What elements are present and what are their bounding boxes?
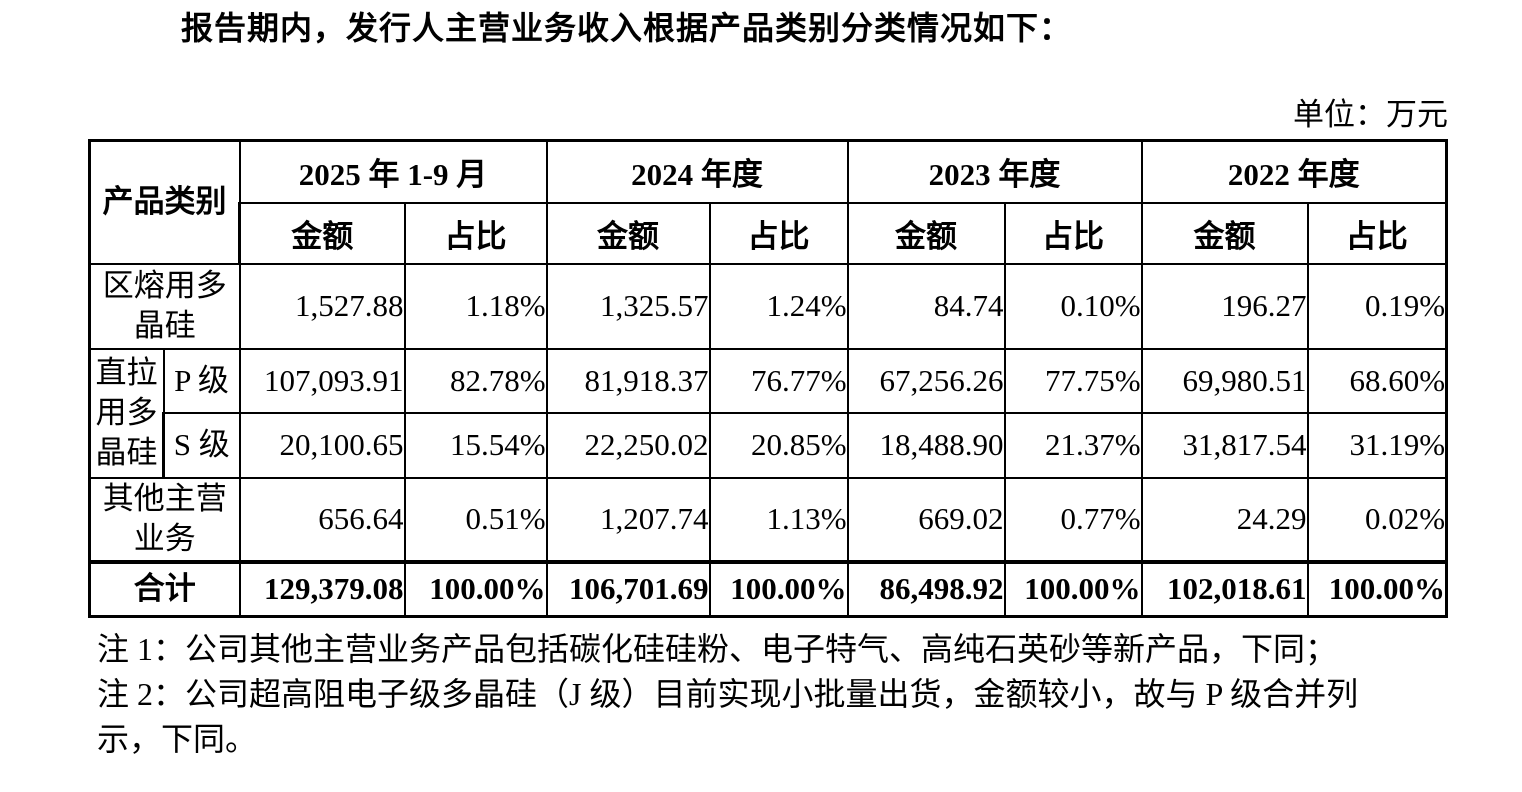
header-ratio-2022: 占比 bbox=[1306, 201, 1449, 265]
ratio-cell: 100.00% bbox=[1003, 559, 1143, 618]
header-period-2022: 2022 年度 bbox=[1140, 139, 1449, 204]
header-ratio-2023: 占比 bbox=[1003, 201, 1143, 265]
table-row-cz-polysilicon-p-grade: 直拉用多晶硅 P 级 107,093.91 82.78% 81,918.37 7… bbox=[88, 347, 1449, 479]
unit-label: 单位：万元 bbox=[1293, 97, 1448, 132]
ratio-cell: 0.02% bbox=[1306, 476, 1449, 563]
ratio-cell: 20.85% bbox=[708, 411, 849, 479]
amount-cell: 106,701.69 bbox=[545, 559, 711, 618]
ratio-cell: 68.60% bbox=[1306, 347, 1449, 414]
ratio-cell: 0.10% bbox=[1003, 262, 1143, 350]
ratio-cell: 77.75% bbox=[1003, 347, 1143, 414]
amount-cell: 67,256.26 bbox=[846, 347, 1006, 414]
amount-cell: 31,817.54 bbox=[1140, 411, 1309, 479]
ratio-cell: 0.19% bbox=[1306, 262, 1449, 350]
amount-cell: 69,980.51 bbox=[1140, 347, 1309, 414]
footnote-2: 注 2：公司超高阻电子级多晶硅（J 级）目前实现小批量出货，金额较小，故与 P … bbox=[97, 676, 1359, 712]
header-period-2024: 2024 年度 bbox=[545, 139, 849, 204]
amount-cell: 18,488.90 bbox=[846, 411, 1006, 479]
amount-cell: 22,250.02 bbox=[545, 411, 711, 479]
amount-cell: 656.64 bbox=[238, 476, 406, 563]
ratio-cell: 1.24% bbox=[708, 262, 849, 350]
ratio-cell: 82.78% bbox=[403, 347, 548, 414]
amount-cell: 20,100.65 bbox=[238, 411, 406, 479]
header-amount-2025: 金额 bbox=[238, 201, 406, 265]
total-label: 合计 bbox=[88, 559, 241, 618]
row-category-label: 区熔用多晶硅 bbox=[88, 262, 241, 350]
ratio-cell: 1.13% bbox=[708, 476, 849, 563]
amount-cell: 84.74 bbox=[846, 262, 1006, 350]
table-row-float-zone-polysilicon: 区熔用多晶硅 1,527.88 1.18% 1,325.57 1.24% 84.… bbox=[88, 262, 1449, 350]
row-category-label: S 级 bbox=[162, 411, 241, 479]
amount-cell: 669.02 bbox=[846, 476, 1006, 563]
header-ratio-2025: 占比 bbox=[403, 201, 548, 265]
amount-cell: 107,093.91 bbox=[238, 347, 406, 414]
table-row-other-main-business: 其他主营业务 656.64 0.51% 1,207.74 1.13% 669.0… bbox=[88, 476, 1449, 563]
footnote-1: 注 1：公司其他主营业务产品包括碳化硅硅粉、电子特气、高纯石英砂等新产品，下同； bbox=[97, 631, 1338, 667]
amount-cell: 86,498.92 bbox=[846, 559, 1006, 618]
header-ratio-2024: 占比 bbox=[708, 201, 849, 265]
ratio-cell: 100.00% bbox=[708, 559, 849, 618]
header-period-2023: 2023 年度 bbox=[846, 139, 1143, 204]
header-amount-2023: 金额 bbox=[846, 201, 1006, 265]
header-row-periods: 产品类别 2025 年 1-9 月 2024 年度 2023 年度 2022 年… bbox=[88, 139, 1449, 265]
amount-cell: 1,527.88 bbox=[238, 262, 406, 350]
ratio-cell: 0.51% bbox=[403, 476, 548, 563]
header-period-2025: 2025 年 1-9 月 bbox=[238, 139, 548, 204]
row-category-label: P 级 bbox=[162, 347, 241, 414]
header-amount-2024: 金额 bbox=[545, 201, 711, 265]
amount-cell: 102,018.61 bbox=[1140, 559, 1309, 618]
header-row-measures: 金额 占比 金额 占比 金额 占比 金额 占比 bbox=[90, 201, 1449, 265]
footnote-2-continued: 示，下同。 bbox=[97, 721, 258, 757]
amount-cell: 196.27 bbox=[1140, 262, 1309, 350]
page-title: 报告期内，发行人主营业务收入根据产品类别分类情况如下： bbox=[181, 10, 1073, 46]
table-row-total: 合计 129,379.08 100.00% 106,701.69 100.00%… bbox=[88, 559, 1449, 618]
amount-cell: 24.29 bbox=[1140, 476, 1309, 563]
amount-cell: 1,207.74 bbox=[545, 476, 711, 563]
ratio-cell: 1.18% bbox=[403, 262, 548, 350]
ratio-cell: 31.19% bbox=[1306, 411, 1449, 479]
row-group-label: 直拉用多晶硅 bbox=[88, 347, 165, 479]
header-product-category: 产品类别 bbox=[88, 139, 241, 265]
ratio-cell: 0.77% bbox=[1003, 476, 1143, 563]
ratio-cell: 76.77% bbox=[708, 347, 849, 414]
amount-cell: 81,918.37 bbox=[545, 347, 711, 414]
row-category-label: 其他主营业务 bbox=[88, 476, 241, 563]
ratio-cell: 21.37% bbox=[1003, 411, 1143, 479]
header-amount-2022: 金额 bbox=[1140, 201, 1309, 265]
ratio-cell: 15.54% bbox=[403, 411, 548, 479]
amount-cell: 129,379.08 bbox=[238, 559, 406, 618]
revenue-by-product-table: 产品类别 2025 年 1-9 月 2024 年度 2023 年度 2022 年… bbox=[88, 139, 1449, 618]
footnotes: 注 1：公司其他主营业务产品包括碳化硅硅粉、电子特气、高纯石英砂等新产品，下同；… bbox=[97, 627, 1437, 762]
table-row-cz-polysilicon-s-grade: S 级 20,100.65 15.54% 22,250.02 20.85% 18… bbox=[90, 411, 1449, 479]
amount-cell: 1,325.57 bbox=[545, 262, 711, 350]
ratio-cell: 100.00% bbox=[1306, 559, 1449, 618]
ratio-cell: 100.00% bbox=[403, 559, 548, 618]
